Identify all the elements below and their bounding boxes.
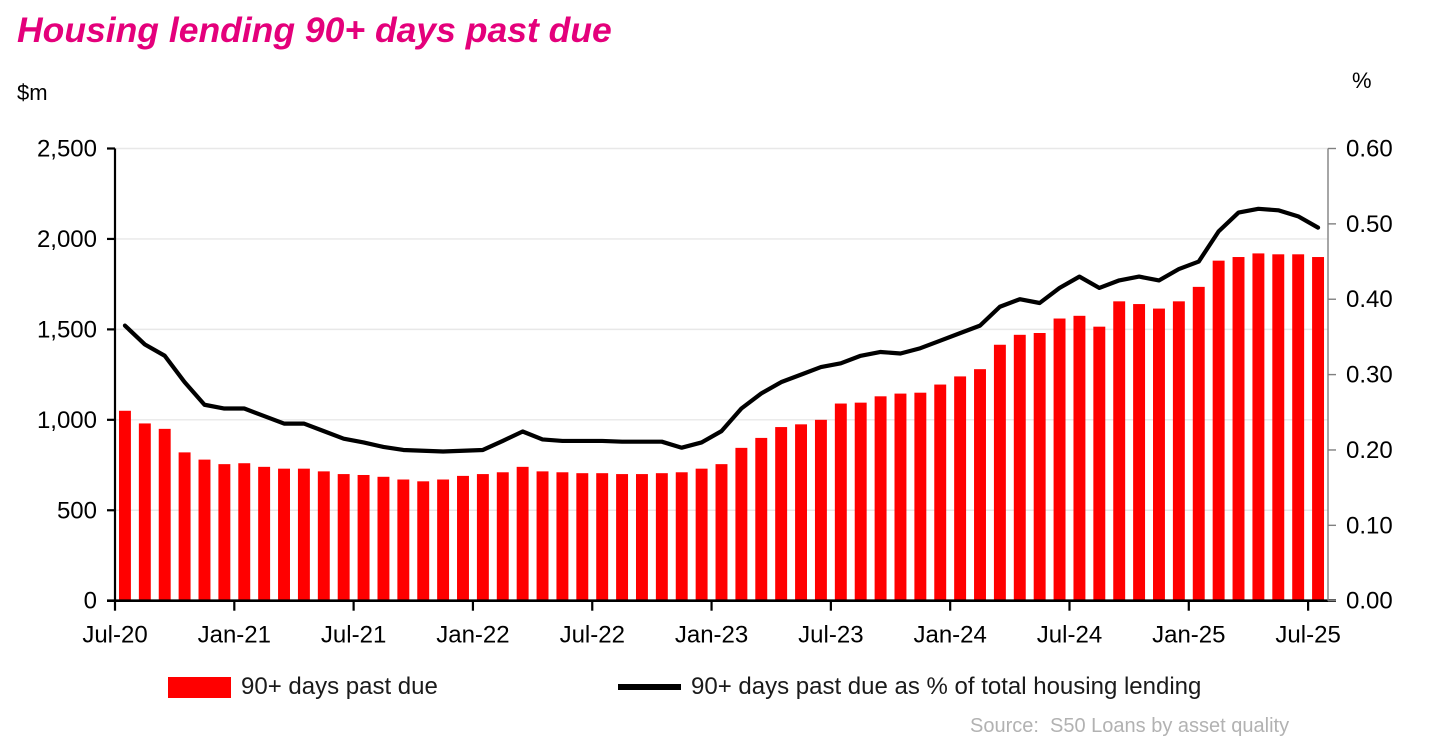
- svg-text:1,500: 1,500: [37, 316, 97, 343]
- svg-text:2,000: 2,000: [37, 226, 97, 253]
- svg-text:Jul-25: Jul-25: [1275, 622, 1340, 649]
- svg-text:0.10: 0.10: [1346, 512, 1393, 539]
- svg-text:1,000: 1,000: [37, 407, 97, 434]
- svg-text:Jul-23: Jul-23: [798, 622, 863, 649]
- svg-text:0: 0: [84, 588, 97, 615]
- svg-text:2,500: 2,500: [37, 136, 97, 163]
- svg-text:Jan-21: Jan-21: [198, 622, 271, 649]
- svg-text:Jan-24: Jan-24: [913, 622, 986, 649]
- svg-text:Jul-20: Jul-20: [82, 622, 147, 649]
- svg-text:0.40: 0.40: [1346, 286, 1393, 313]
- svg-text:Jul-21: Jul-21: [321, 622, 386, 649]
- svg-text:Jul-22: Jul-22: [560, 622, 625, 649]
- svg-text:0.30: 0.30: [1346, 362, 1393, 389]
- svg-text:0.60: 0.60: [1346, 136, 1393, 163]
- svg-text:Jan-22: Jan-22: [436, 622, 509, 649]
- svg-text:Jan-23: Jan-23: [675, 622, 748, 649]
- svg-text:500: 500: [57, 497, 97, 524]
- svg-text:0.00: 0.00: [1346, 588, 1393, 615]
- svg-text:0.20: 0.20: [1346, 437, 1393, 464]
- svg-text:Jan-25: Jan-25: [1152, 622, 1225, 649]
- svg-text:Jul-24: Jul-24: [1037, 622, 1102, 649]
- svg-text:0.50: 0.50: [1346, 211, 1393, 238]
